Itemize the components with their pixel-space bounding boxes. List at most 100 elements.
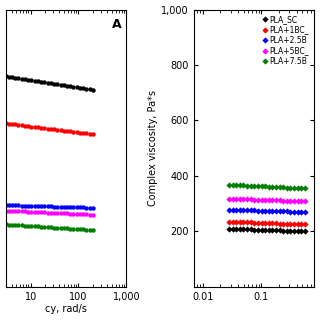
Line: PLA+1BC_: PLA+1BC_ bbox=[227, 220, 307, 227]
PLA+2.5B bbox=[267, 209, 271, 213]
PLA+5BC_ bbox=[245, 197, 249, 201]
PLA+2.5B bbox=[292, 210, 296, 213]
PLA+2.5B bbox=[278, 209, 282, 213]
PLA+2.5B bbox=[303, 210, 307, 214]
PLA+7.5B bbox=[289, 186, 292, 190]
PLA+7.5B bbox=[292, 186, 296, 190]
PLA+5BC_ bbox=[300, 199, 303, 203]
PLA_SC bbox=[227, 227, 231, 230]
PLA+2.5B bbox=[270, 209, 274, 213]
PLA_SC bbox=[231, 227, 235, 231]
PLA+5BC_ bbox=[256, 198, 260, 202]
PLA+7.5B bbox=[274, 185, 278, 189]
PLA+7.5B bbox=[296, 186, 300, 190]
PLA+5BC_ bbox=[289, 199, 292, 203]
PLA_SC bbox=[256, 228, 260, 232]
PLA+5BC_ bbox=[267, 198, 271, 202]
PLA+5BC_ bbox=[285, 199, 289, 203]
PLA+1BC_ bbox=[285, 222, 289, 226]
PLA+1BC_ bbox=[278, 221, 282, 225]
Text: A: A bbox=[112, 18, 121, 31]
PLA_SC bbox=[263, 228, 267, 232]
PLA+5BC_ bbox=[252, 198, 256, 202]
PLA+1BC_ bbox=[274, 221, 278, 225]
PLA+7.5B bbox=[270, 185, 274, 189]
PLA+2.5B bbox=[231, 208, 235, 212]
PLA+2.5B bbox=[245, 208, 249, 212]
PLA+1BC_ bbox=[270, 221, 274, 225]
PLA+7.5B bbox=[300, 186, 303, 190]
PLA+2.5B bbox=[227, 208, 231, 212]
PLA+7.5B bbox=[249, 184, 252, 188]
Line: PLA+5BC_: PLA+5BC_ bbox=[227, 196, 307, 204]
PLA+5BC_ bbox=[234, 197, 238, 201]
PLA+7.5B bbox=[231, 183, 235, 187]
PLA_SC bbox=[260, 228, 263, 232]
PLA+5BC_ bbox=[303, 199, 307, 203]
Legend: PLA_SC, PLA+1BC_, PLA+2.5B, PLA+5BC_, PLA+7.5B: PLA_SC, PLA+1BC_, PLA+2.5B, PLA+5BC_, PL… bbox=[262, 13, 311, 68]
PLA_SC bbox=[303, 229, 307, 233]
PLA_SC bbox=[267, 228, 271, 232]
PLA_SC bbox=[242, 227, 245, 231]
PLA_SC bbox=[270, 228, 274, 232]
PLA+5BC_ bbox=[242, 197, 245, 201]
PLA_SC bbox=[281, 229, 285, 233]
PLA_SC bbox=[300, 229, 303, 233]
PLA+5BC_ bbox=[263, 198, 267, 202]
PLA+1BC_ bbox=[260, 221, 263, 225]
PLA_SC bbox=[292, 229, 296, 233]
X-axis label: cy, rad/s: cy, rad/s bbox=[45, 304, 87, 315]
PLA+2.5B bbox=[249, 208, 252, 212]
PLA+7.5B bbox=[256, 184, 260, 188]
PLA+5BC_ bbox=[238, 197, 242, 201]
PLA+1BC_ bbox=[256, 221, 260, 225]
PLA+2.5B bbox=[252, 209, 256, 212]
PLA_SC bbox=[234, 227, 238, 231]
PLA_SC bbox=[278, 228, 282, 232]
PLA+5BC_ bbox=[249, 197, 252, 201]
Line: PLA+2.5B: PLA+2.5B bbox=[227, 207, 307, 214]
PLA_SC bbox=[296, 229, 300, 233]
PLA+2.5B bbox=[274, 209, 278, 213]
PLA+5BC_ bbox=[227, 197, 231, 201]
PLA+1BC_ bbox=[281, 222, 285, 226]
PLA+1BC_ bbox=[252, 221, 256, 225]
PLA+1BC_ bbox=[249, 220, 252, 224]
PLA+7.5B bbox=[242, 184, 245, 188]
PLA+7.5B bbox=[281, 185, 285, 189]
PLA+5BC_ bbox=[281, 199, 285, 203]
PLA+7.5B bbox=[263, 185, 267, 188]
PLA_SC bbox=[249, 228, 252, 231]
PLA+1BC_ bbox=[227, 220, 231, 224]
PLA+7.5B bbox=[245, 184, 249, 188]
PLA+2.5B bbox=[263, 209, 267, 213]
PLA+1BC_ bbox=[296, 222, 300, 226]
PLA+1BC_ bbox=[245, 220, 249, 224]
PLA+7.5B bbox=[238, 183, 242, 187]
PLA+5BC_ bbox=[274, 198, 278, 202]
PLA+7.5B bbox=[227, 183, 231, 187]
PLA+2.5B bbox=[260, 209, 263, 212]
PLA+1BC_ bbox=[263, 221, 267, 225]
PLA+1BC_ bbox=[303, 222, 307, 226]
PLA+2.5B bbox=[296, 210, 300, 214]
PLA+2.5B bbox=[256, 209, 260, 212]
PLA+2.5B bbox=[300, 210, 303, 214]
Y-axis label: Complex viscosity, Pa*s: Complex viscosity, Pa*s bbox=[148, 90, 158, 206]
PLA+5BC_ bbox=[292, 199, 296, 203]
PLA+7.5B bbox=[260, 184, 263, 188]
Line: PLA+7.5B: PLA+7.5B bbox=[227, 182, 307, 191]
PLA+2.5B bbox=[234, 208, 238, 212]
PLA+5BC_ bbox=[231, 197, 235, 201]
PLA+7.5B bbox=[234, 183, 238, 187]
PLA_SC bbox=[245, 227, 249, 231]
PLA+1BC_ bbox=[238, 220, 242, 224]
PLA+1BC_ bbox=[234, 220, 238, 224]
PLA+7.5B bbox=[285, 186, 289, 189]
PLA+1BC_ bbox=[242, 220, 245, 224]
PLA_SC bbox=[238, 227, 242, 231]
Line: PLA_SC: PLA_SC bbox=[227, 226, 307, 234]
PLA+7.5B bbox=[278, 185, 282, 189]
PLA_SC bbox=[285, 229, 289, 233]
PLA+5BC_ bbox=[278, 199, 282, 203]
